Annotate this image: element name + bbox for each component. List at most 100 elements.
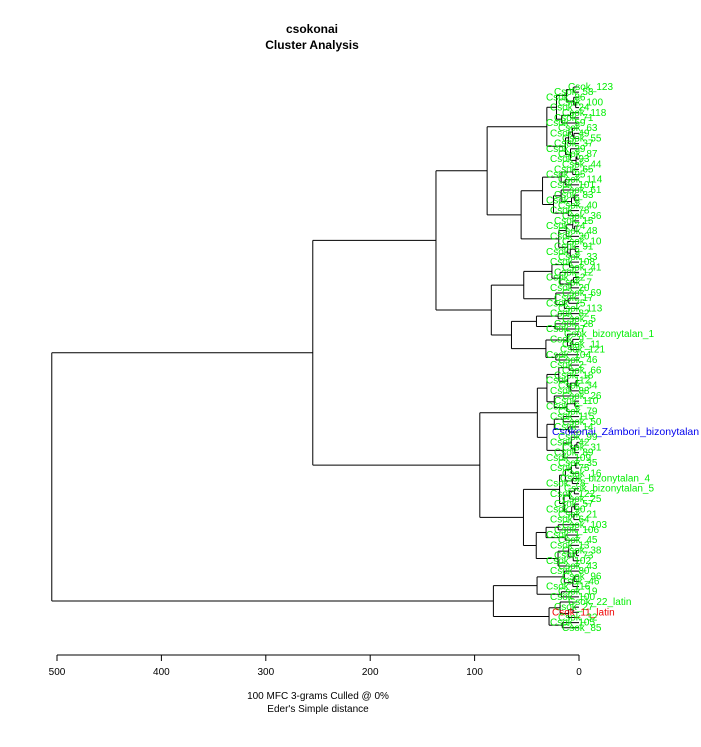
leaf-label: Csok_5 <box>562 314 596 325</box>
leaf-label: Csok_2 <box>550 360 584 371</box>
leaf-label: Csok_3 <box>546 247 580 258</box>
leaf-label: Csok_11_latin <box>552 607 615 618</box>
leaf-label: Csok_31 <box>562 443 602 454</box>
leaf-label: Csok_36 <box>562 211 602 222</box>
leaf-label: Csok_109 <box>546 453 591 464</box>
leaf-label: Csok_87 <box>558 149 598 160</box>
x-tick-label: 300 <box>257 667 274 678</box>
leaf-label: Csok_69 <box>562 288 602 299</box>
leaf-label: Csok_115 <box>550 412 595 423</box>
leaf-label: Csok_65 <box>554 164 594 175</box>
leaf-label: Csok_17 <box>554 293 594 304</box>
leaf-label: Csok_41 <box>562 262 602 273</box>
leaf-label: Csok_105 <box>550 618 595 629</box>
leaf-label: Csok_18 <box>554 370 594 381</box>
leaf-label: Csok_103 <box>562 520 607 531</box>
leaf-label: Csok_113 <box>558 303 603 314</box>
leaf-label: Csok_20 <box>550 283 590 294</box>
leaf-label: Csok_106 <box>554 525 599 536</box>
leaf-label: Csok_13 <box>550 540 590 551</box>
leaf-label: Csok_80 <box>550 566 590 577</box>
leaf-label: Csok_40 <box>558 200 598 211</box>
x-tick-label: 400 <box>153 667 170 678</box>
chart-subtitle: Cluster Analysis <box>265 38 359 52</box>
leaf-label: Csok_86 <box>546 92 586 103</box>
leaf-label: Csok_46 <box>560 576 600 587</box>
leaf-label: Csok_bizonytalan_1 <box>564 329 654 340</box>
leaf-label: Csok_61 <box>562 185 602 196</box>
leaf-label: Csok_123 <box>568 82 613 93</box>
leaf-label: Csokonai_Zámbori_bizonytalan <box>552 426 699 438</box>
x-tick-label: 200 <box>362 667 379 678</box>
leaf-label: Csok_34 <box>558 381 598 392</box>
leaf-label: Csok_82 <box>550 309 590 320</box>
leaf-label: Csok_90 <box>546 504 586 515</box>
leaf-label: Csok_50 <box>562 417 602 428</box>
leaf-label: Csok_122 <box>550 489 595 500</box>
leaf-label: Csok_79 <box>558 406 598 417</box>
leaf-label: Csok_22_latin <box>568 597 631 608</box>
leaf-label: Csok_9 <box>550 334 584 345</box>
leaf-label: Csok_38 <box>562 546 602 557</box>
leaf-label: Csok_58 <box>554 87 594 98</box>
leaf-label: Csok_100 <box>558 97 603 108</box>
leaf-label: Csok_25 <box>562 494 602 505</box>
x-tick-label: 100 <box>466 667 483 678</box>
leaf-label: Csok_101 <box>550 180 595 191</box>
leaf-label: Csok_21 <box>558 509 598 520</box>
leaf-label: Csok_11 <box>562 340 601 351</box>
leaf-label: Csok_100 <box>550 592 595 603</box>
leaf-label: Csok_118 <box>562 108 607 119</box>
leaf-label: Csok_48 <box>558 226 598 237</box>
leaf-label: Csok_14 <box>554 422 594 433</box>
x-axis-label: 100 MFC 3-grams Culled @ 0% <box>247 691 389 702</box>
leaf-label: Csok_75 <box>546 298 586 309</box>
leaf-label: Csok_44 <box>562 159 602 170</box>
leaf-label: Csok_bizonytalan_4 <box>560 473 650 484</box>
leaf-label: Csok_1 <box>546 530 580 541</box>
leaf-label: Csok_83 <box>554 190 594 201</box>
leaf-label: Csok_55 <box>562 134 602 145</box>
leaf-label: Csok_112 <box>546 376 591 387</box>
leaf-label: Csok_71 <box>554 113 594 124</box>
leaf-label: Csok_102 <box>546 556 591 567</box>
leaf-label: Csok_93 <box>550 154 590 165</box>
leaf-label: Csok_bizonytalan_5 <box>564 484 654 495</box>
leaf-label: Csok_96 <box>562 571 602 582</box>
leaf-label: Csok_99 <box>558 432 598 443</box>
leaf-label: Csok_75 <box>550 463 590 474</box>
x-tick-label: 0 <box>576 667 582 678</box>
leaf-label: Csok_15 <box>554 216 594 227</box>
leaf-label: Csok_57 <box>554 499 594 510</box>
x-axis-sublabel: Eder's Simple distance <box>267 704 369 715</box>
leaf-label: Csok_46 <box>558 355 598 366</box>
leaf-label: Csok_95 <box>546 170 586 181</box>
leaf-label: Csok_74 <box>546 221 586 232</box>
leaf-label: Csok_104 <box>546 350 591 361</box>
leaf-label: Csok_30 <box>550 231 590 242</box>
leaf-label: Csok_37 <box>554 139 594 150</box>
leaf-label: Csok_19 <box>558 587 598 598</box>
leaf-label: Csok_78 <box>546 479 586 490</box>
x-tick-label: 500 <box>49 667 66 678</box>
leaf-label: Csok_64 <box>550 515 590 526</box>
leaf-label: Csok_8 <box>546 195 580 206</box>
leaf-label: Csok_43 <box>558 561 598 572</box>
leaf-label: Csok_16 <box>562 468 602 479</box>
leaf-label: Csok_7 <box>558 278 592 289</box>
leaf-label: Csok_108 <box>550 257 595 268</box>
leaf-label: Csok_12 <box>554 267 594 278</box>
leaf-label: Csok_24 <box>550 103 590 114</box>
leaf-label: Csok_63 <box>558 123 598 134</box>
chart-title: csokonai <box>285 22 339 36</box>
leaf-label: Csok_32 <box>558 612 598 623</box>
leaf-label: Csok_33 <box>558 252 598 263</box>
leaf-label: Csok_26 <box>562 391 602 402</box>
leaf-label: Csok_27 <box>554 602 594 613</box>
leaf-label: Csok_97 <box>546 324 586 335</box>
leaf-label: Csok_59 <box>546 118 586 129</box>
leaf-label: Csok_39 <box>546 144 586 155</box>
leaf-label: Csok_116 <box>546 582 591 593</box>
leaf-label: Csok_35 <box>558 458 598 469</box>
